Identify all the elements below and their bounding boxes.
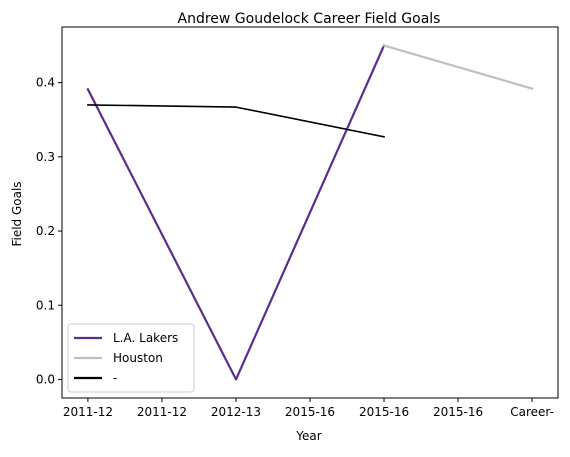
plot-frame [61, 26, 559, 399]
y-tick-label: 0.4 [36, 76, 55, 90]
x-tick-label: 2012-13 [211, 405, 261, 419]
y-tick-label: 0.2 [36, 224, 55, 238]
series-line-dash [87, 104, 385, 138]
y-tick-label: 0.0 [36, 372, 55, 386]
x-tick-label: Career- [510, 405, 554, 419]
x-tick-label: 2015-16 [285, 405, 335, 419]
series-line-l-a-lakers [86, 44, 386, 381]
x-tick-label: 2015-16 [433, 405, 483, 419]
legend-box [67, 323, 195, 393]
y-tick-label: 0.3 [36, 150, 55, 164]
y-axis-label: Field Goals [10, 181, 24, 246]
x-tick-label: 2011-12 [137, 405, 187, 419]
legend-label: - [113, 371, 117, 385]
chart-title: Andrew Goudelock Career Field Goals [178, 11, 441, 27]
series-line-houston [382, 44, 534, 90]
x-tick-label: 2015-16 [359, 405, 409, 419]
legend: L.A. Lakers Houston - [67, 323, 195, 393]
legend-label: Houston [113, 351, 163, 365]
x-tick-label: 2011-12 [63, 405, 113, 419]
legend-label: L.A. Lakers [113, 331, 178, 345]
ticks-layer: 2011-12 2011-12 2012-13 2015-16 2015-16 2015-… [36, 76, 554, 419]
series-layer [86, 44, 534, 381]
x-axis-label: Year [295, 429, 321, 443]
y-tick-label: 0.1 [36, 298, 55, 312]
